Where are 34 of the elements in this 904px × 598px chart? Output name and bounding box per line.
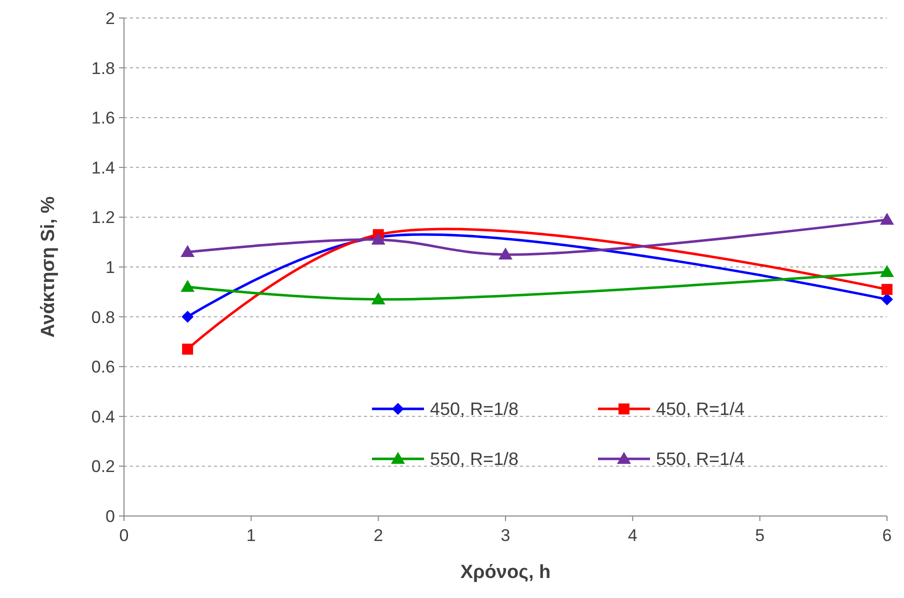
y-axis-title: Ανάκτηση Si, %: [38, 196, 59, 338]
x-tick-label: 4: [628, 526, 638, 545]
y-tick-label: 1.6: [91, 108, 115, 128]
y-tick-label: 1.4: [91, 158, 115, 178]
point: [182, 344, 194, 355]
x-tick-label: 0: [119, 526, 129, 545]
point: [180, 245, 195, 258]
legend-label: 550, R=1/8: [430, 449, 519, 470]
point: [180, 280, 195, 292]
x-tick-label: 2: [374, 526, 384, 545]
y-tick-label: 0.8: [91, 308, 115, 327]
x-axis-title: Χρόνος, h: [460, 562, 551, 583]
y-tick-label: 1.2: [91, 208, 115, 228]
x-tick-label: 1: [246, 526, 256, 545]
y-tick-label: 1.8: [91, 58, 115, 78]
y-tick-label: 0.6: [91, 358, 115, 377]
point: [882, 284, 892, 295]
y-tick-label: 2: [106, 8, 115, 28]
x-tick-label: 3: [500, 526, 510, 545]
legend-label: 450, R=1/4: [656, 399, 745, 420]
point: [182, 310, 194, 323]
legend-label: 550, R=1/4: [656, 449, 745, 470]
y-tick-label: 0.2: [91, 457, 115, 476]
point: [498, 248, 512, 260]
point: [371, 292, 386, 304]
point: [880, 264, 894, 277]
y-tick-label: 1: [106, 258, 115, 277]
y-tick-label: 0: [106, 506, 115, 526]
legend-label: 450, R=1/8: [430, 399, 519, 420]
point: [881, 293, 893, 306]
y-tick-label: 0.4: [91, 407, 115, 426]
point: [880, 212, 894, 225]
x-tick-label: 6: [882, 526, 892, 545]
x-tick-label: 5: [755, 526, 765, 545]
